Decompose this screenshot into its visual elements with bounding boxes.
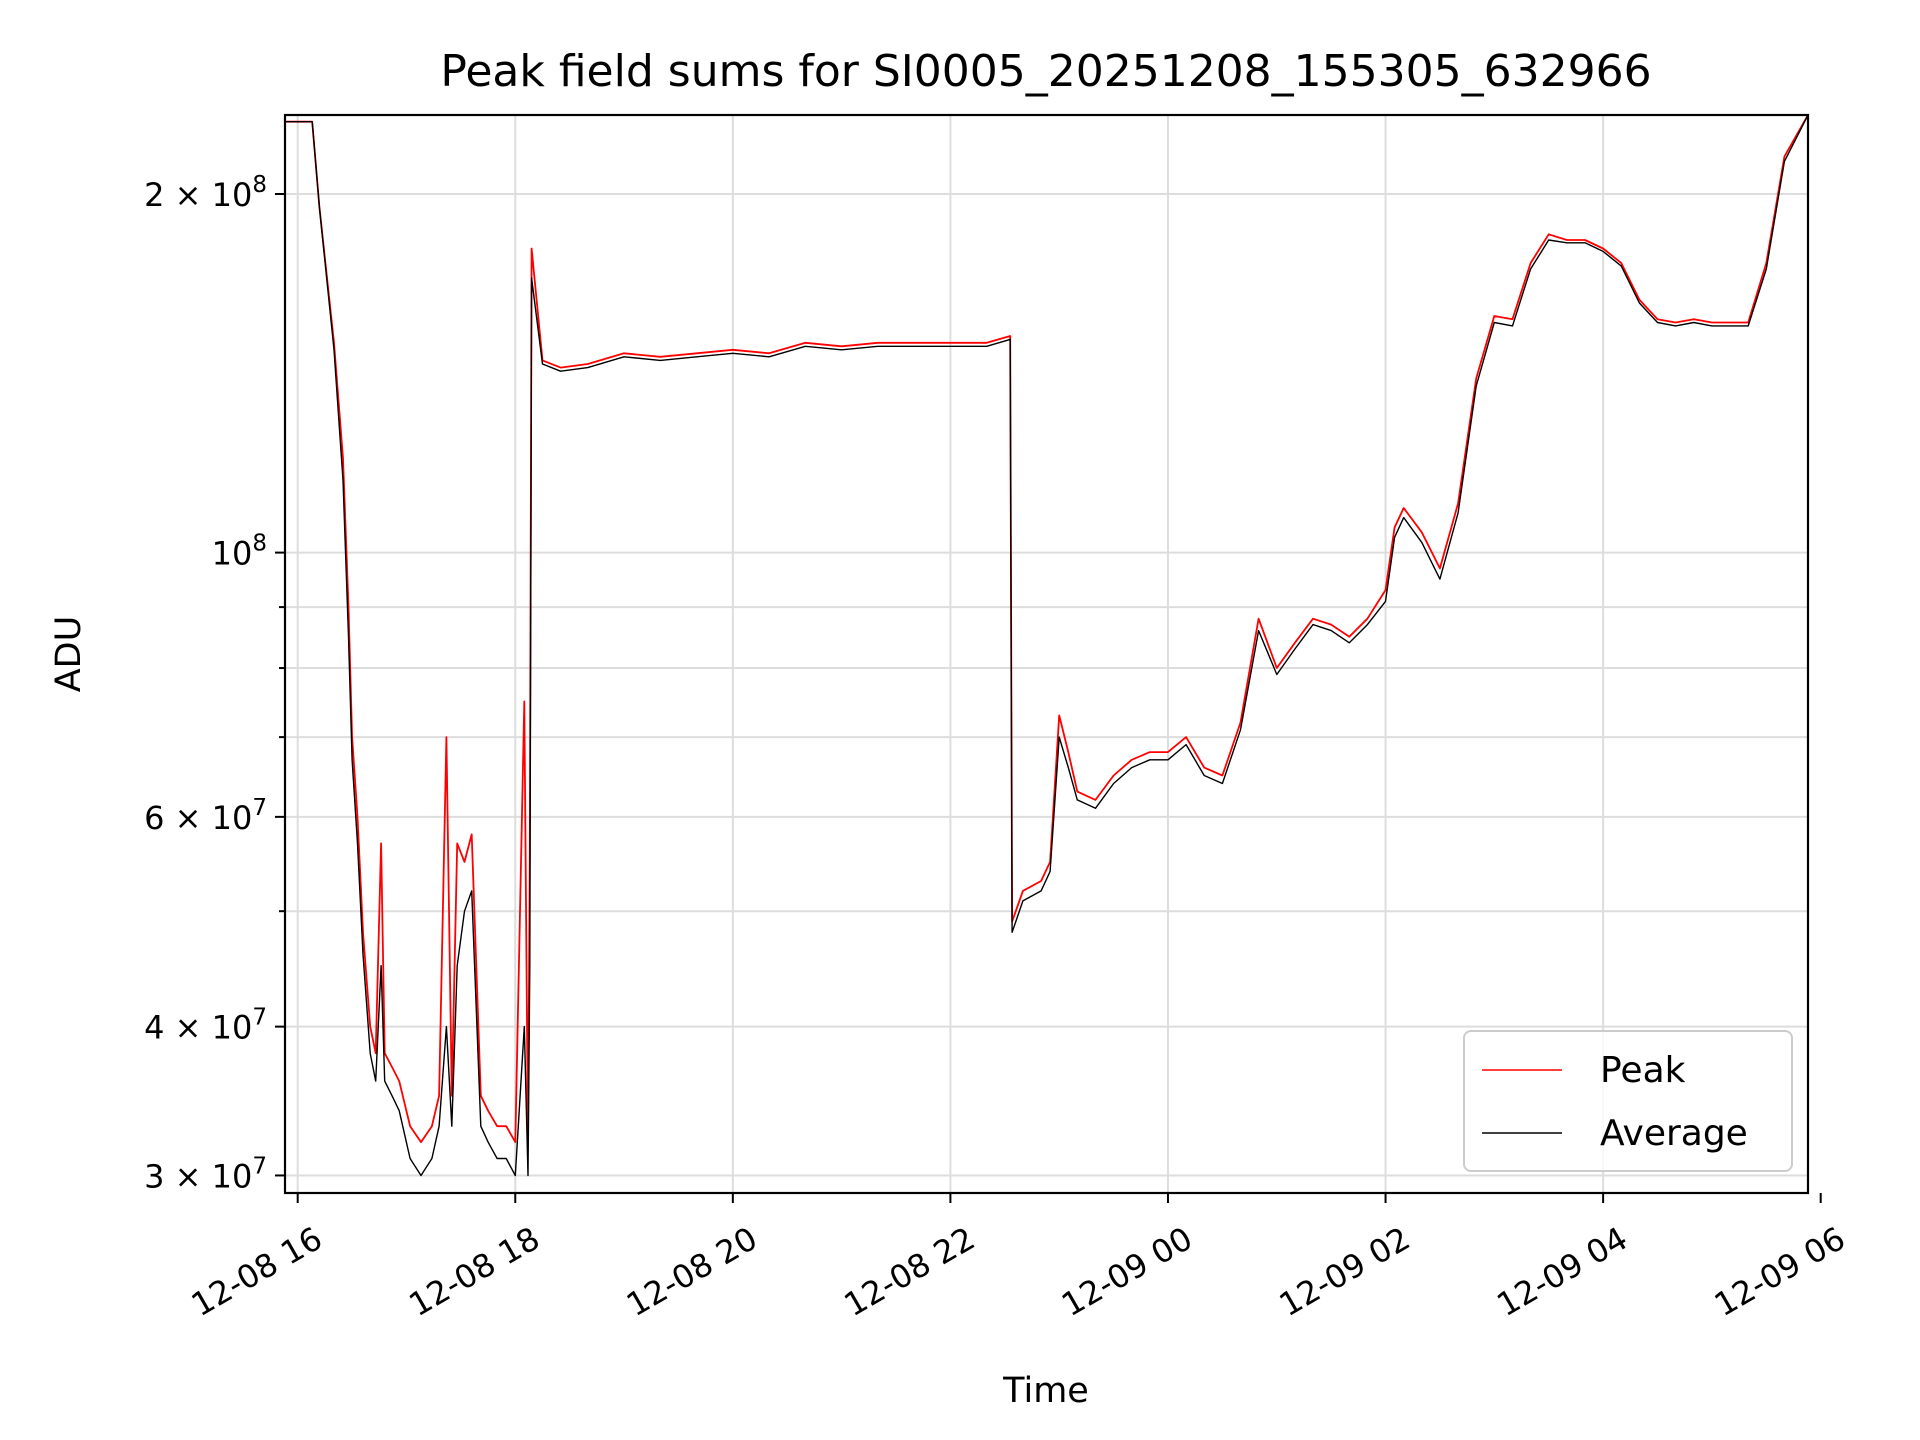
series-line-average	[285, 115, 1808, 1177]
y-tick-exponent: 8	[252, 531, 267, 557]
y-tick-exponent: 7	[252, 1153, 267, 1179]
y-tick-mantissa: 6 × 10	[144, 799, 252, 837]
plot-frame	[283, 113, 1810, 1195]
y-tick-exponent: 7	[252, 1005, 267, 1031]
y-axis-label: ADU	[49, 616, 89, 693]
y-tick-label: 4 × 107	[144, 1005, 267, 1047]
x-axis-label: Time	[1002, 1371, 1089, 1411]
y-tick-mantissa: 10	[212, 535, 253, 573]
y-tick-exponent: 8	[252, 172, 267, 198]
legend-label-average: Average	[1600, 1113, 1748, 1154]
y-tick-label: 2 × 108	[144, 172, 267, 214]
y-tick-label: 3 × 107	[144, 1153, 267, 1195]
series-lines	[285, 115, 1808, 1177]
legend-label-peak: Peak	[1600, 1050, 1686, 1091]
y-tick-exponent: 7	[252, 795, 267, 821]
y-tick-mantissa: 2 × 10	[144, 176, 252, 214]
legend-box	[1463, 1030, 1793, 1172]
y-tick-label: 6 × 107	[144, 795, 267, 837]
y-tick-mantissa: 3 × 10	[144, 1157, 252, 1195]
y-tick-mantissa: 4 × 10	[144, 1009, 252, 1047]
grid-lines	[285, 115, 1808, 1193]
y-tick-label: 108	[212, 531, 267, 573]
legend: Peak Average	[1463, 1030, 1793, 1172]
chart-title: Peak field sums for SI0005_20251208_1553…	[440, 46, 1651, 97]
